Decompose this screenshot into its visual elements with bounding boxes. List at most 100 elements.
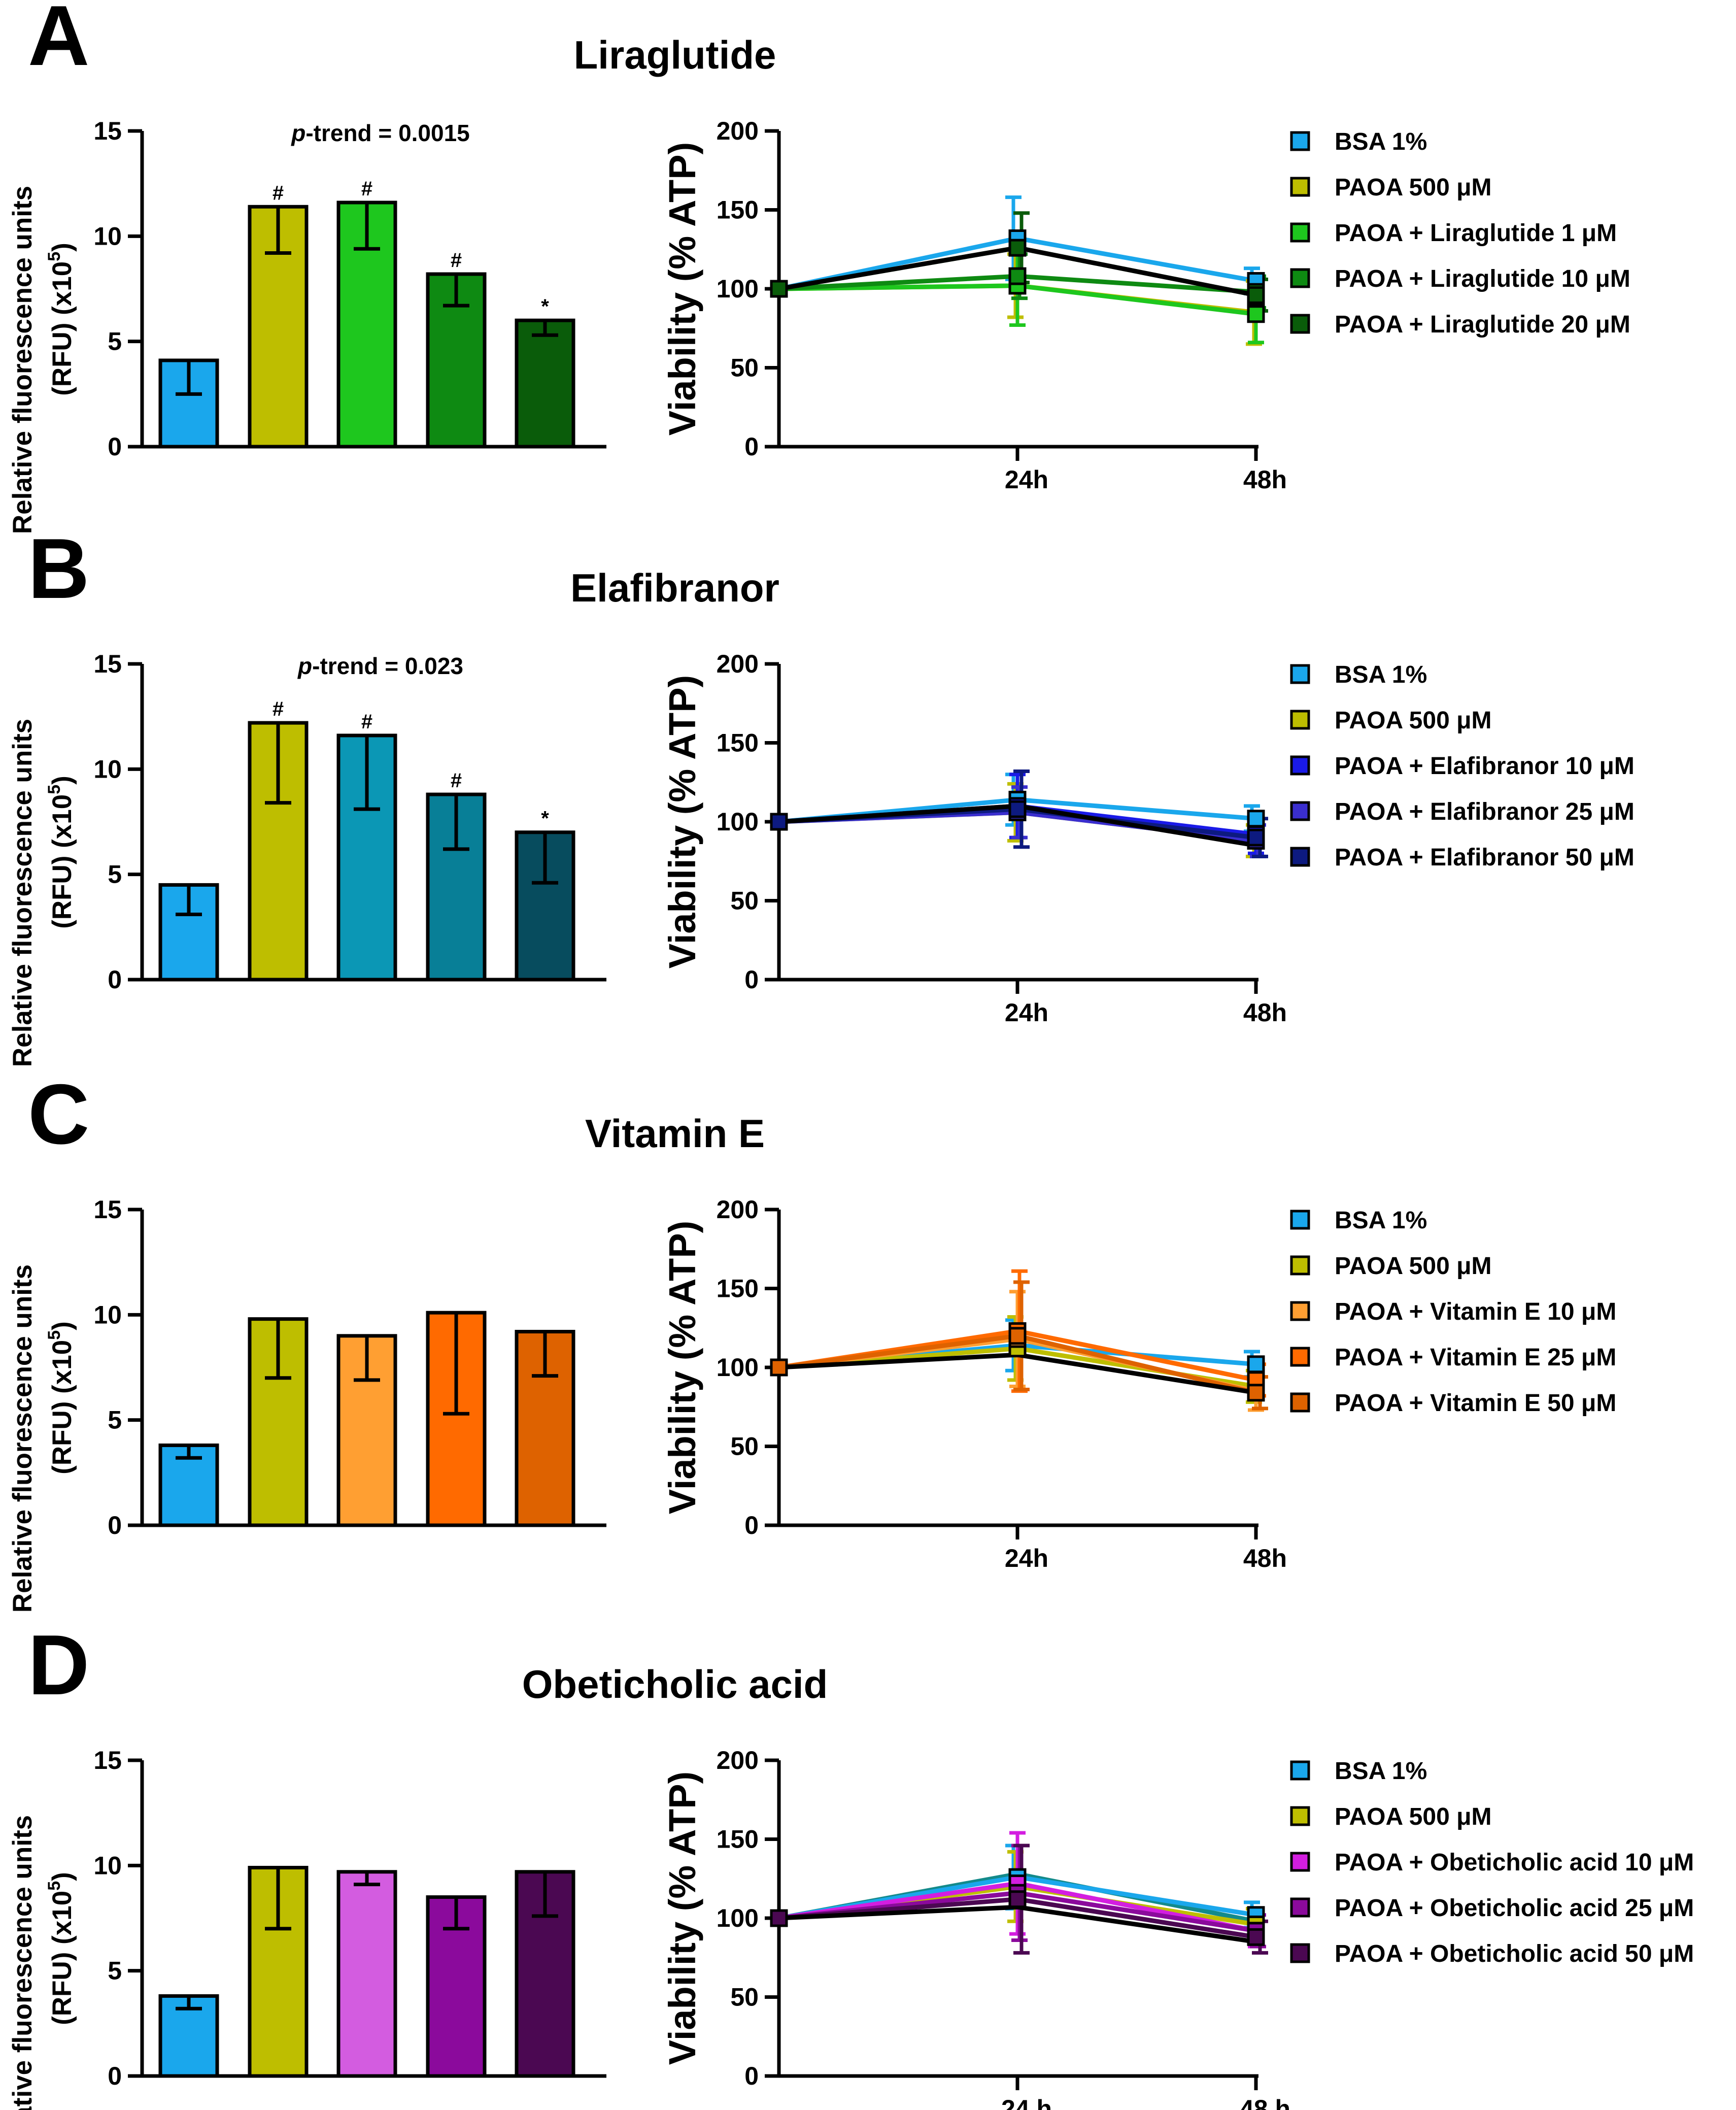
legend-swatch: [1290, 1943, 1310, 1963]
bar-chart: Relative fluorescence units (RFU) (x105)0…: [8, 1746, 606, 2110]
bar-y-axis-title-end: ): [47, 776, 77, 785]
line-y-axis-title: Viability (% ATP): [661, 675, 703, 968]
legend-label: BSA 1%: [1335, 1758, 1427, 1785]
legend-swatch: [1290, 664, 1310, 684]
series-marker: [1008, 239, 1027, 257]
panel-title: Liraglutide: [574, 32, 776, 77]
panel-letter: D: [28, 1617, 89, 1713]
significance-mark: *: [541, 295, 549, 318]
p-trend-italic: p: [290, 120, 305, 146]
p-trend-text: -trend = 0.0015: [305, 120, 469, 146]
bar-y-axis-title-line1: Relative fluorescence units: [8, 1264, 38, 1613]
line-y-tick-label: 150: [717, 196, 759, 224]
legend-label: PAOA + Liraglutide 20 μM: [1335, 311, 1630, 338]
series-marker: [1247, 1928, 1265, 1946]
bar-y-axis-title-end: ): [47, 243, 77, 252]
panel-letter: C: [28, 1066, 89, 1162]
bar-y-axis-title-line1: Relative fluorescence units: [8, 186, 38, 534]
line-chart: Viability (% ATP) 0 50 100 150 200 24h 48h BSA 1…: [661, 650, 1635, 1027]
p-trend-label: p-trend = 0.023: [297, 653, 463, 679]
line-y-axis-title: Viability (% ATP): [661, 1221, 703, 1514]
line-y-tick-label: 0: [744, 2062, 759, 2090]
bar-y-tick-label: 15: [93, 650, 122, 678]
legend-swatch: [1290, 222, 1310, 243]
bar-chart: Relative fluorescence units (RFU) (x105)0…: [8, 1195, 606, 1613]
significance-mark: #: [273, 698, 284, 720]
line-y-tick-label: 200: [717, 117, 759, 145]
bar-y-tick-label: 15: [93, 1195, 122, 1224]
bar: [515, 318, 575, 449]
line-x-tick-label: 24h: [1005, 1544, 1048, 1572]
legend-swatch: [1290, 1760, 1310, 1781]
panel-A: A Liraglutide Relative fluorescence units (…: [8, 0, 1630, 534]
legend-label: PAOA + Obeticholic acid 50 μM: [1335, 1940, 1694, 1967]
legend-swatch: [1290, 1347, 1310, 1367]
series-marker: [1008, 1890, 1027, 1908]
panel-letter: A: [28, 0, 89, 83]
legend-swatch: [1290, 1897, 1310, 1918]
significance-mark: *: [541, 808, 549, 830]
significance-mark: #: [273, 182, 284, 204]
significance-mark: #: [451, 249, 462, 272]
bar-y-axis-title-sup: 5: [45, 1330, 64, 1340]
panel-title: Vitamin E: [585, 1111, 765, 1156]
series-marker: [1247, 1355, 1265, 1374]
legend-label: PAOA 500 μM: [1335, 1803, 1491, 1830]
bar: [336, 200, 397, 449]
line-y-tick-label: 0: [744, 965, 759, 994]
legend-label: PAOA 500 μM: [1335, 174, 1491, 201]
line-x-tick-label: 24h: [1005, 998, 1048, 1027]
significance-mark: #: [361, 711, 372, 733]
legend-label: PAOA + Liraglutide 10 μM: [1335, 265, 1630, 292]
bar-y-axis-title-main: (RFU) (x10: [47, 1340, 77, 1475]
bar-y-axis-title-end: ): [47, 1321, 77, 1330]
legend-swatch: [1290, 710, 1310, 730]
legend-label: PAOA + Elafibranor 50 μM: [1335, 844, 1635, 871]
legend-swatch: [1290, 268, 1310, 288]
series-marker: [770, 280, 788, 298]
bar: [248, 1865, 309, 2078]
line-chart: Viability (% ATP) 0 50 100 150 200 24 h 48 h BSA…: [661, 1746, 1694, 2110]
legend-label: BSA 1%: [1335, 128, 1427, 155]
legend-swatch: [1290, 177, 1310, 197]
bar-chart: Relative fluorescence units (RFU) (x105)0…: [8, 117, 606, 534]
series-marker: [1008, 267, 1027, 285]
line-y-tick-label: 100: [717, 1353, 759, 1382]
series-marker: [1008, 1327, 1027, 1345]
line-y-tick-label: 100: [717, 808, 759, 836]
line-y-tick-label: 50: [730, 1983, 759, 2012]
bar-y-axis-title-line1: Relative fluorescence units: [8, 1815, 38, 2110]
series-marker: [1247, 828, 1265, 847]
bar-chart: Relative fluorescence units (RFU) (x105)0…: [8, 650, 606, 1067]
bar-y-tick-label: 10: [93, 222, 122, 250]
line-x-tick-label: 48 h: [1240, 2095, 1290, 2110]
legend-swatch: [1290, 131, 1310, 151]
panel-letter: B: [28, 521, 89, 616]
legend-label: PAOA + Obeticholic acid 25 μM: [1335, 1895, 1694, 1922]
legend-label: PAOA + Liraglutide 1 μM: [1335, 220, 1617, 247]
line-x-tick-label: 24h: [1005, 465, 1048, 494]
line-y-tick-label: 0: [744, 432, 759, 461]
line-x-tick-label: 48h: [1243, 998, 1287, 1027]
line-y-tick-label: 50: [730, 354, 759, 382]
bar-y-axis-title-main: (RFU) (x10: [47, 261, 77, 396]
line-y-tick-label: 100: [717, 1904, 759, 1932]
legend-label: PAOA + Elafibranor 10 μM: [1335, 753, 1635, 780]
line-x-tick-label: 48h: [1243, 1544, 1287, 1572]
line-x-tick-label: 48h: [1243, 465, 1287, 494]
panel-D: D Obeticholic acid Relative fluorescence u…: [8, 1617, 1694, 2110]
bar-y-tick-label: 10: [93, 1300, 122, 1329]
line-y-axis-title: Viability (% ATP): [661, 142, 703, 436]
bar-y-tick-label: 5: [108, 1957, 122, 1985]
bar-y-axis-title-sup: 5: [45, 1881, 64, 1891]
bar-y-axis-title-line2: (RFU) (x105): [45, 1872, 77, 2025]
legend-label: PAOA 500 μM: [1335, 707, 1491, 734]
series-marker: [1247, 810, 1265, 828]
legend-swatch: [1290, 801, 1310, 821]
line-y-tick-label: 150: [717, 1825, 759, 1854]
legend-label: PAOA + Vitamin E 25 μM: [1335, 1344, 1616, 1371]
bar-y-tick-label: 0: [108, 432, 122, 461]
legend-label: PAOA + Vitamin E 10 μM: [1335, 1298, 1616, 1325]
legend-swatch: [1290, 1852, 1310, 1872]
